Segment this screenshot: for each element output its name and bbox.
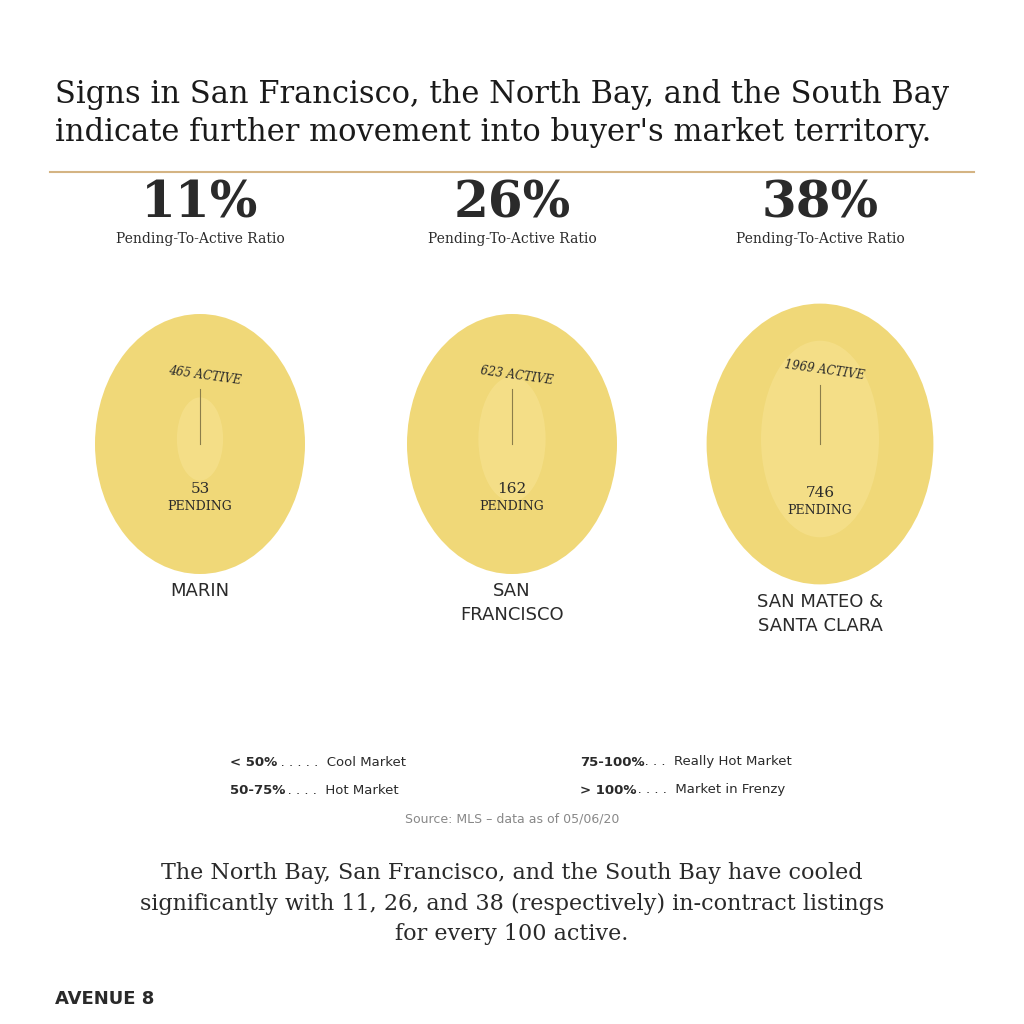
Text: 26%: 26% (454, 179, 570, 228)
Text: 38%: 38% (762, 179, 879, 228)
Text: . . . . . .  Cool Market: . . . . . . Cool Market (267, 756, 406, 768)
Text: 50-75%: 50-75% (230, 783, 286, 797)
Ellipse shape (95, 314, 305, 574)
Text: 162: 162 (498, 482, 526, 496)
Text: > 100%: > 100% (580, 783, 637, 797)
Text: 1969 ACTIVE: 1969 ACTIVE (784, 358, 866, 383)
Text: Source: MLS – data as of 05/06/20: Source: MLS – data as of 05/06/20 (404, 812, 620, 825)
Text: 53: 53 (190, 482, 210, 496)
Ellipse shape (761, 341, 879, 538)
Text: Signs in San Francisco, the North Bay, and the South Bay
indicate further moveme: Signs in San Francisco, the North Bay, a… (55, 79, 949, 148)
Text: 465 ACTIVE: 465 ACTIVE (168, 365, 243, 387)
Text: 746: 746 (806, 485, 835, 500)
Text: 623 ACTIVE: 623 ACTIVE (480, 365, 554, 387)
Text: Pending-To-Active Ratio: Pending-To-Active Ratio (735, 232, 904, 246)
Text: PENDING: PENDING (787, 505, 852, 517)
Text: PENDING: PENDING (479, 500, 545, 512)
Ellipse shape (707, 303, 934, 585)
Text: Pending-To-Active Ratio: Pending-To-Active Ratio (428, 232, 596, 246)
Text: 75-100%: 75-100% (580, 756, 645, 768)
Text: PENDING: PENDING (168, 500, 232, 512)
Ellipse shape (407, 314, 617, 574)
Text: 11%: 11% (141, 179, 259, 228)
Text: The North Bay, San Francisco, and the South Bay have cooled
significantly with 1: The North Bay, San Francisco, and the So… (140, 862, 884, 945)
Text: < 50%: < 50% (230, 756, 278, 768)
Text: Pending-To-Active Ratio: Pending-To-Active Ratio (116, 232, 285, 246)
Text: . . . . .  Hot Market: . . . . . Hot Market (275, 783, 398, 797)
Text: SAN MATEO &
SANTA CLARA: SAN MATEO & SANTA CLARA (757, 593, 883, 635)
Ellipse shape (478, 377, 546, 502)
Text: AVENUE 8: AVENUE 8 (55, 990, 155, 1008)
Text: . . . .  Really Hot Market: . . . . Really Hot Market (633, 756, 793, 768)
Text: SAN
FRANCISCO: SAN FRANCISCO (460, 582, 564, 624)
Text: . . . . .  Market in Frenzy: . . . . . Market in Frenzy (625, 783, 785, 797)
Ellipse shape (177, 397, 223, 480)
Text: MARIN: MARIN (170, 582, 229, 600)
